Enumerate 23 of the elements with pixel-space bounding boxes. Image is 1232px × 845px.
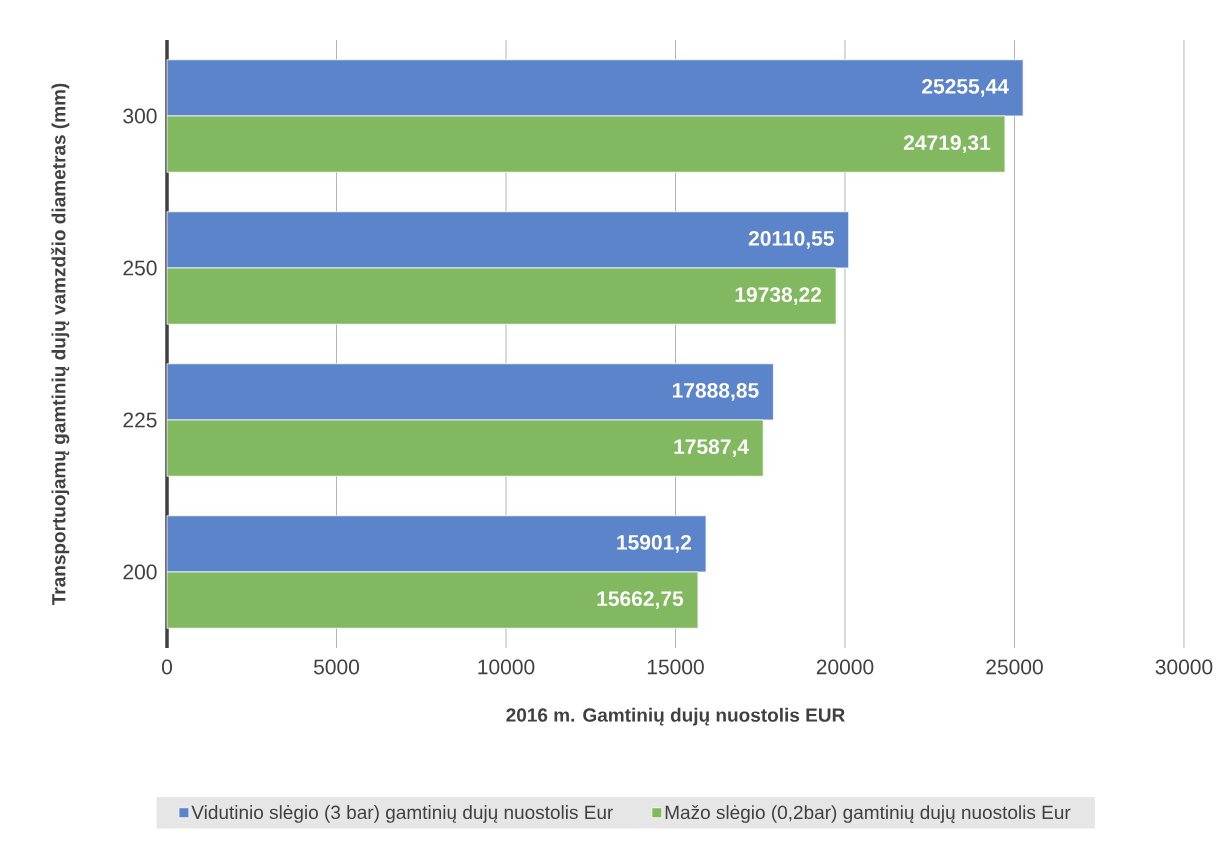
x-tick-label: 5000 (313, 659, 360, 675)
data-label: 17587,4 (674, 439, 749, 458)
y-tick-label: 225 (123, 412, 157, 428)
y-tick-label: 200 (123, 564, 157, 580)
x-tick-label: 20000 (816, 659, 874, 675)
data-label: 20110,55 (748, 230, 834, 249)
legend-label: Vidutinio slėgio (3 bar) gamtinių dujų nuostolis Eur (191, 805, 613, 823)
y-tick-label: 300 (123, 108, 157, 124)
x-tick-label: 25000 (986, 659, 1043, 675)
x-tick-label: 10000 (478, 659, 535, 675)
x-tick-label: 30000 (1155, 659, 1213, 675)
data-label: 15901,2 (617, 534, 691, 553)
x-tick-label: 0 (161, 659, 173, 675)
x-tick-label: 15000 (647, 659, 704, 675)
data-label: 24719,31 (903, 135, 991, 154)
data-label: 25255,44 (922, 78, 1009, 97)
x-axis-title: 2016 m. Gamtinių dujų nuostolis EUR (506, 707, 845, 726)
data-label: 19738,22 (735, 287, 822, 306)
data-label: 17888,85 (672, 382, 759, 401)
data-label: 15662,75 (597, 591, 684, 610)
legend-label: Mažo slėgio (0,2bar) gamtinių dujų nuostolis Eur (665, 805, 1071, 823)
y-axis-title: Transportuojamų gamtinių dujų vamzdžio diametras (mm) (51, 83, 70, 606)
y-tick-label: 250 (123, 260, 157, 276)
